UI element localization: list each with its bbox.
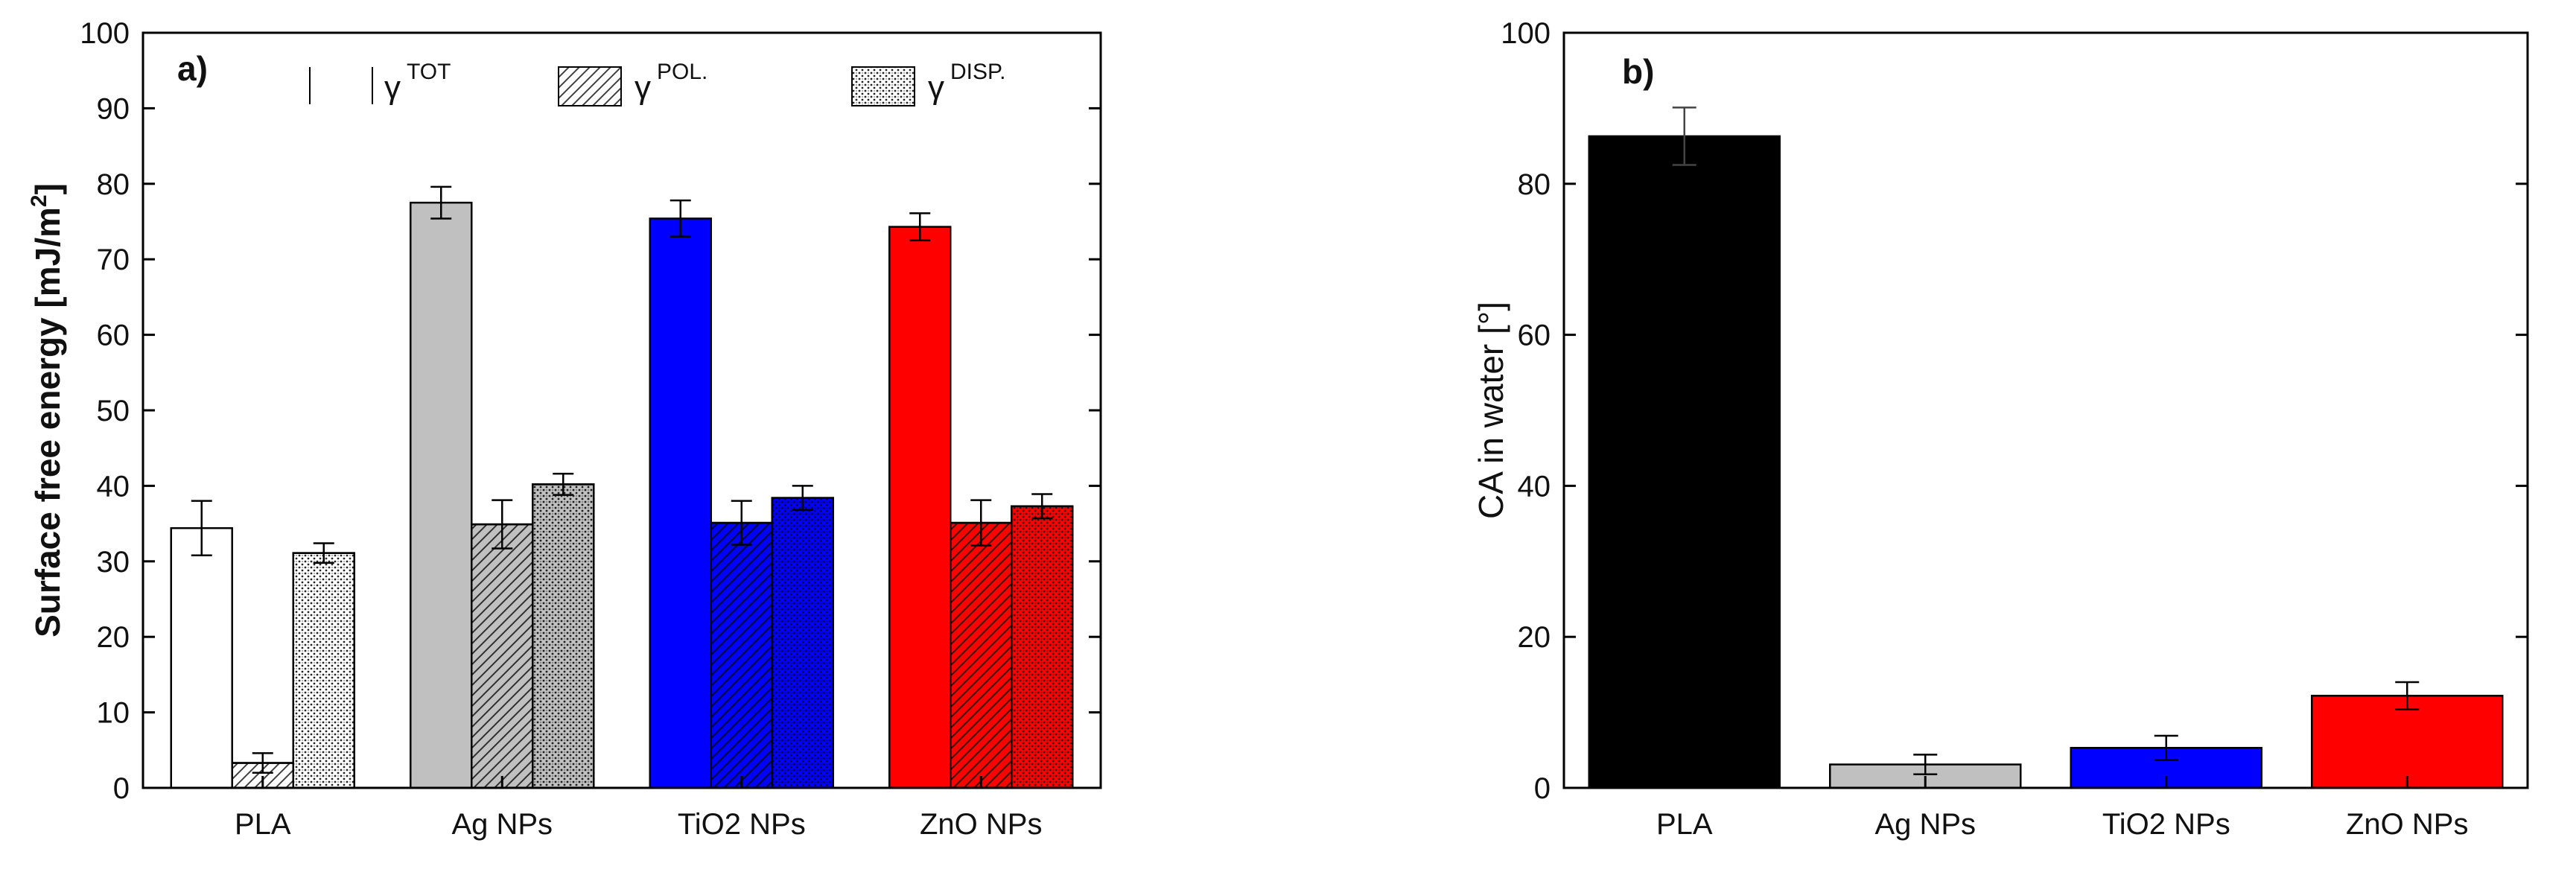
panel-b-chart: 0 20 40 60 80 100 PLA Ag NPs TiO2 NPs ZnO NPs b)… <box>1472 17 2529 841</box>
bar-pattern-pla-dots <box>292 552 355 789</box>
x-category-label-ag-nps: Ag NPs <box>1874 808 1976 841</box>
y-tick-label: 0 <box>1534 772 1551 805</box>
bar-pattern-zno-nps-dots <box>1011 505 1074 789</box>
y-tick-label: 80 <box>1518 168 1551 201</box>
bar-pattern-tio2-nps-hatch <box>710 521 773 789</box>
panel-a-legend: γ TOT γ POL. γ DISP. <box>309 60 1006 106</box>
x-category-label-tio2-nps: TiO2 NPs <box>2102 808 2230 841</box>
x-category-label-zno-nps: ZnO NPs <box>2346 808 2468 841</box>
bar-tio2-nps-tot <box>649 217 712 789</box>
y-tick-label: 100 <box>1501 17 1551 50</box>
legend-item-disp: γ DISP. <box>851 60 1006 106</box>
panel-b-label: b) <box>1622 52 1654 91</box>
y-tick-label: 80 <box>97 168 130 201</box>
legend-item-tot: γ TOT <box>309 60 451 106</box>
bar-pla <box>1588 135 1781 789</box>
panel-b-plot-frame <box>1562 31 2529 789</box>
y-tick-label: 30 <box>97 546 130 579</box>
legend-item-pol: γ POL. <box>558 60 707 106</box>
bar-pattern-ag-nps-hatch <box>471 523 534 789</box>
x-category-label-zno-nps: ZnO NPs <box>920 808 1042 841</box>
y-tick-label: 50 <box>97 395 130 427</box>
panel-a-plot-frame <box>141 31 1102 789</box>
bar-pattern-zno-nps-hatch <box>950 521 1013 789</box>
y-tick-label: 40 <box>1518 470 1551 503</box>
x-category-label-tio2-nps: TiO2 NPs <box>678 808 806 841</box>
bar-pattern-tio2-nps-dots <box>771 497 834 789</box>
panel-a-label: a) <box>177 49 208 88</box>
y-tick-label: 90 <box>97 92 130 125</box>
x-category-label-pla: PLA <box>1656 808 1713 841</box>
x-category-label-ag-nps: Ag NPs <box>451 808 553 841</box>
bar-pla-tot <box>170 526 233 789</box>
y-tick-label: 10 <box>97 697 130 730</box>
bar-zno-nps-tot <box>888 226 952 789</box>
bar-ag-nps-tot <box>410 201 473 789</box>
y-tick-label: 100 <box>80 17 130 50</box>
x-category-label-pla: PLA <box>235 808 291 841</box>
y-tick-label: 40 <box>97 470 130 503</box>
y-tick-label: 60 <box>97 319 130 352</box>
panel-a-y-axis-label: Surface free energy [mJ/m2] <box>27 183 67 637</box>
y-tick-label: 70 <box>97 244 130 276</box>
panel-b-y-axis-label: CA in water [°] <box>1472 302 1510 519</box>
y-tick-label: 20 <box>1518 621 1551 654</box>
y-tick-label: 0 <box>113 772 130 805</box>
panel-a-chart: 0 10 20 30 40 50 60 70 80 90 100 PLA Ag NPs TiO2 NPs… <box>27 17 1102 841</box>
y-tick-label: 60 <box>1518 319 1551 352</box>
y-tick-label: 20 <box>97 621 130 654</box>
bar-pattern-ag-nps-dots <box>532 483 595 789</box>
